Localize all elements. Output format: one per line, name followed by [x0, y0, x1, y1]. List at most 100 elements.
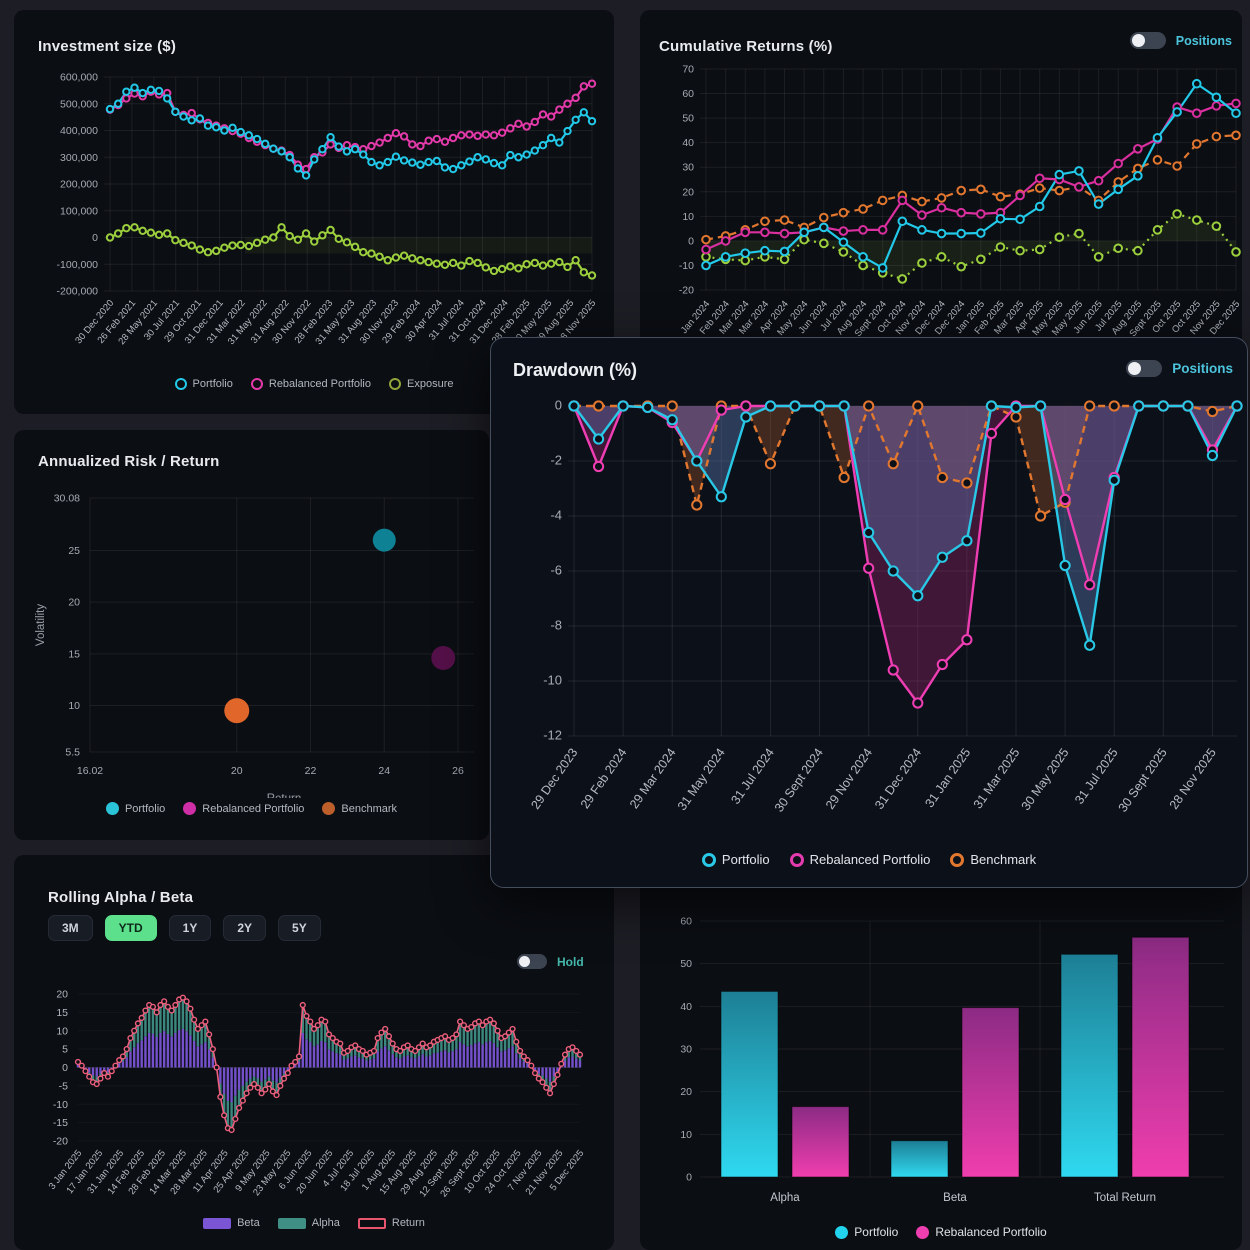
- legend-marker: [322, 802, 336, 815]
- legend-label: Benchmark: [970, 852, 1037, 867]
- drawdown-title: Drawdown (%): [513, 360, 637, 380]
- hold-toggle-row: Hold: [517, 954, 584, 969]
- svg-text:-20: -20: [679, 285, 694, 297]
- panel-risk-return: Annualized Risk / Return 30.08 25 20 15 10 5.…: [14, 430, 489, 840]
- legend-label: Alpha: [311, 1217, 340, 1229]
- svg-text:29 Mar 2024: 29 Mar 2024: [627, 746, 679, 812]
- positions-toggle[interactable]: [1129, 32, 1166, 49]
- legend-label: Rebalanced Portfolio: [268, 378, 371, 390]
- svg-text:30: 30: [680, 1044, 692, 1056]
- positions-toggle[interactable]: [1126, 360, 1163, 377]
- legend-marker: [789, 852, 804, 867]
- range-button-3m[interactable]: 3M: [48, 915, 93, 941]
- svg-text:31 Dec 2024: 31 Dec 2024: [872, 746, 924, 812]
- svg-text:22: 22: [305, 765, 317, 777]
- svg-text:20: 20: [68, 597, 80, 609]
- range-button-5y[interactable]: 5Y: [278, 915, 321, 941]
- svg-text:100,000: 100,000: [60, 205, 98, 217]
- svg-text:20: 20: [680, 1086, 692, 1098]
- svg-text:500,000: 500,000: [60, 98, 98, 110]
- svg-text:-15: -15: [53, 1117, 68, 1129]
- svg-text:28 Nov 2025: 28 Nov 2025: [1167, 746, 1219, 812]
- svg-text:200,000: 200,000: [60, 179, 98, 191]
- svg-text:30 Sept 2025: 30 Sept 2025: [1116, 746, 1170, 815]
- range-button-2y[interactable]: 2Y: [223, 915, 267, 941]
- svg-text:26: 26: [452, 765, 464, 777]
- svg-text:60: 60: [682, 88, 694, 100]
- svg-text:10: 10: [680, 1129, 692, 1141]
- legend-item-return: Return: [357, 1217, 425, 1229]
- svg-text:20: 20: [682, 186, 694, 198]
- svg-text:50: 50: [680, 958, 692, 970]
- legend-marker: [916, 1225, 930, 1239]
- toggle-knob: [1128, 362, 1142, 375]
- legend-label: Portfolio: [854, 1225, 899, 1239]
- svg-text:-20: -20: [53, 1136, 68, 1148]
- range-button-group: 3M YTD 1Y 2Y 5Y: [48, 915, 321, 941]
- svg-text:-12: -12: [543, 728, 562, 743]
- legend-label: Return: [391, 1217, 425, 1229]
- legend-item-rebalanced-portfolio: Rebalanced Portfolio: [789, 852, 931, 867]
- legend-marker: [277, 1217, 306, 1229]
- svg-text:15: 15: [56, 1007, 68, 1019]
- legend-marker: [835, 1225, 849, 1239]
- svg-text:25: 25: [68, 545, 80, 557]
- svg-text:-4: -4: [550, 508, 562, 523]
- svg-text:30 May 2025: 30 May 2025: [1019, 746, 1072, 813]
- svg-text:40: 40: [682, 137, 694, 149]
- svg-text:0: 0: [92, 232, 98, 244]
- svg-text:16.02: 16.02: [77, 765, 103, 777]
- hold-toggle[interactable]: [517, 954, 547, 969]
- cumulative-returns-title: Cumulative Returns (%): [659, 38, 833, 55]
- legend-marker: [701, 852, 716, 867]
- drawdown-legend: Portfolio Rebalanced Portfolio Benchmark: [491, 852, 1247, 867]
- legend-item-rebalanced-portfolio: Rebalanced Portfolio: [183, 802, 304, 815]
- legend-item-portfolio: Portfolio: [105, 802, 166, 815]
- investment-legend: Portfolio Rebalanced Portfolio Exposure: [14, 378, 614, 390]
- range-button-ytd[interactable]: YTD: [104, 915, 157, 941]
- bars-legend: Portfolio Rebalanced Portfolio: [640, 1225, 1242, 1239]
- svg-text:10: 10: [56, 1025, 68, 1037]
- legend-label: Portfolio: [124, 802, 166, 815]
- legend-marker: [203, 1217, 232, 1229]
- legend-item-rebalanced-portfolio: Rebalanced Portfolio: [250, 378, 371, 390]
- legend-label: Benchmark: [341, 802, 398, 815]
- legend-item-portfolio: Portfolio: [835, 1225, 898, 1239]
- positions-toggle-label: Positions: [1172, 361, 1233, 376]
- svg-text:Volatility: Volatility: [35, 604, 47, 646]
- svg-text:30: 30: [682, 162, 694, 174]
- legend-label: Portfolio: [192, 378, 233, 390]
- svg-text:24: 24: [378, 765, 390, 777]
- toggle-knob: [519, 956, 530, 967]
- rolling-legend: Beta Alpha Return: [14, 1217, 614, 1229]
- svg-text:70: 70: [682, 64, 694, 76]
- legend-item-rebalanced-portfolio: Rebalanced Portfolio: [916, 1225, 1047, 1239]
- svg-text:Alpha: Alpha: [770, 1192, 800, 1204]
- legend-marker: [183, 802, 197, 815]
- svg-text:20: 20: [231, 765, 243, 777]
- range-button-1y[interactable]: 1Y: [168, 915, 212, 941]
- legend-label: Exposure: [407, 378, 454, 390]
- svg-text:15: 15: [68, 648, 80, 660]
- risk-return-title: Annualized Risk / Return: [38, 453, 220, 470]
- svg-text:-10: -10: [53, 1099, 68, 1111]
- svg-text:Return: Return: [267, 793, 302, 798]
- svg-text:29 Dec 2023: 29 Dec 2023: [528, 746, 580, 812]
- svg-text:-8: -8: [550, 618, 562, 633]
- legend-item-exposure: Exposure: [389, 378, 453, 390]
- legend-label: Rebalanced Portfolio: [935, 1225, 1047, 1239]
- svg-text:5: 5: [62, 1044, 68, 1056]
- legend-label: Rebalanced Portfolio: [809, 852, 931, 867]
- svg-text:-2: -2: [550, 453, 562, 468]
- legend-marker: [174, 378, 187, 390]
- legend-label: Beta: [237, 1217, 260, 1229]
- drawdown-modal: Drawdown (%) Positions 0 -2 -4 -6 -8 -10 -12 29…: [490, 337, 1248, 888]
- positions-toggle-label: Positions: [1175, 33, 1232, 48]
- svg-text:Total Return: Total Return: [1094, 1192, 1156, 1204]
- toggle-knob: [1131, 34, 1145, 47]
- legend-item-beta: Beta: [203, 1217, 260, 1229]
- legend-label: Portfolio: [721, 852, 770, 867]
- svg-text:-5: -5: [59, 1080, 68, 1092]
- svg-text:Beta: Beta: [943, 1192, 967, 1204]
